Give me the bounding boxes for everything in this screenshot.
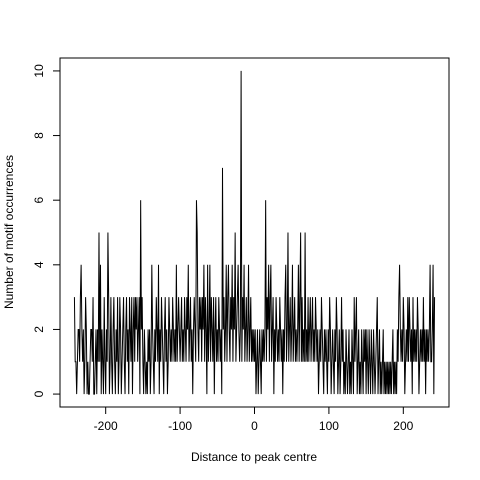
y-axis-label: Number of motif occurrences	[2, 155, 16, 309]
x-tick-label: 0	[251, 419, 258, 433]
y-tick-label: 4	[32, 261, 46, 268]
x-tick-label: 200	[393, 419, 413, 433]
y-tick-label: 2	[32, 326, 46, 333]
y-tick-label: 8	[32, 132, 46, 139]
x-axis-label: Distance to peak centre	[191, 450, 317, 464]
x-tick-label: -200	[94, 419, 118, 433]
x-tick-label: 100	[319, 419, 339, 433]
x-tick-label: -100	[168, 419, 192, 433]
y-tick-label: 6	[32, 197, 46, 204]
y-tick-label: 0	[32, 390, 46, 397]
y-tick-label: 10	[32, 64, 46, 78]
data-line	[73, 70, 436, 395]
